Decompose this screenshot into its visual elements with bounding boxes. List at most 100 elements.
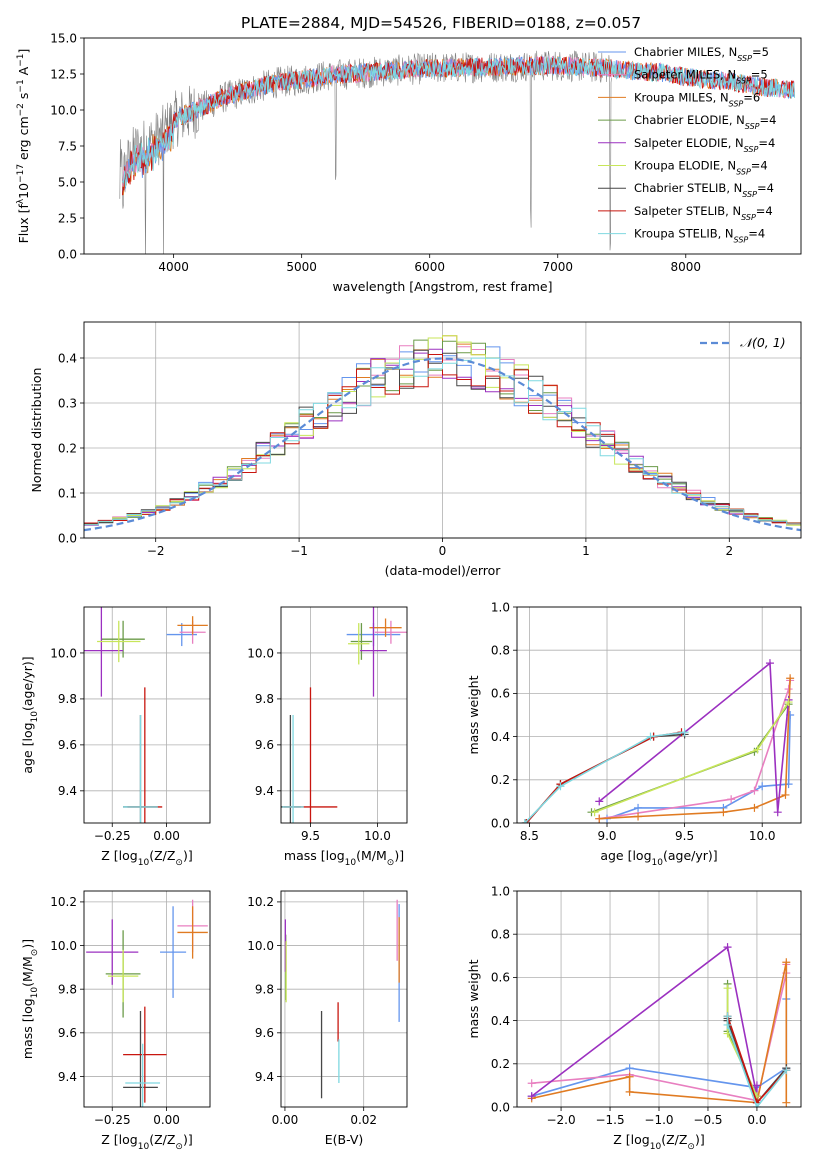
y-axis-label-part: −2 — [16, 103, 26, 116]
panel-age_vs_mass: 9.5 10.0 9.4 9.6 9.8 10.0 mass [log10(M/M⊙)] — [247, 606, 408, 868]
normal-curve — [84, 357, 801, 532]
weight-marker-kroupa_miles — [781, 790, 790, 799]
x-axis-label-part: age [log — [600, 848, 651, 863]
x-axis-label-part: (Z/Z — [661, 1132, 687, 1147]
y-tick-label: 10.0 — [50, 939, 77, 953]
weight-marker-salpeter_elodie — [723, 943, 732, 952]
x-tick-label: 0.02 — [350, 1113, 377, 1127]
x-tick-label: −1 — [290, 544, 308, 558]
x-axis-label: E(B-V) — [325, 1132, 364, 1147]
x-axis-label-part: Z [log — [101, 1132, 137, 1147]
y-tick-label: 9.8 — [58, 692, 77, 706]
axes-frame — [83, 606, 211, 824]
legend-entry-normal: 𝒩(0, 1) — [740, 335, 786, 350]
weight-marker-kroupa_elodie — [590, 808, 599, 817]
x-axis-label-part: (Z/Z — [149, 848, 175, 863]
panel-weights_vs_age: 8.5 9.0 9.5 10.0 0.0 0.2 0.4 0.6 0.8 1.0 age [log1… — [466, 600, 802, 868]
legend-text: Kroupa STELIB, N — [634, 227, 734, 241]
legend-text: =4 — [748, 227, 765, 241]
y-tick-label: 9.4 — [255, 1070, 274, 1084]
y-tick-label: 0.0 — [491, 816, 510, 830]
legend-text: =4 — [760, 113, 777, 127]
y-tick-label: 0.6 — [491, 971, 510, 985]
x-tick-label: 8.5 — [520, 829, 539, 843]
legend-text: Chabrier ELODIE, N — [634, 113, 745, 127]
weight-line-kroupa_stelib — [524, 731, 685, 823]
y-tick-label: 0.4 — [58, 351, 77, 365]
legend-text: Chabrier MILES, N — [634, 45, 737, 59]
legend-entry-chabrier_elodie: Chabrier ELODIE, NSSP=4 — [634, 113, 776, 131]
weight-marker-kroupa_elodie — [753, 745, 762, 754]
legend-subscript: SSP — [729, 99, 744, 108]
plot-area — [284, 899, 400, 1099]
panel-residuals: −2 −1 0 1 2 0.0 0.1 0.2 0.3 0.4 (data-model)/error… — [29, 321, 802, 578]
legend-text: Kroupa MILES, N — [634, 90, 729, 104]
weight-marker-kroupa_stelib — [520, 819, 529, 823]
y-axis-label-part: −1 — [16, 54, 26, 67]
weight-marker-kroupa_stelib — [752, 1103, 761, 1107]
y-tick-label: 9.6 — [255, 1026, 274, 1040]
panel-spectrum: 4000 5000 6000 7000 8000 0.0 2.5 5.0 7.5 10.0 12.5… — [16, 31, 802, 294]
x-axis-label: mass [log10(M/M⊙)] — [284, 848, 404, 868]
weight-marker-salpeter_miles — [527, 1079, 536, 1088]
plot-area — [84, 335, 801, 532]
plot-area — [520, 659, 795, 823]
y-tick-label: 10.2 — [50, 895, 77, 909]
legend-subscript: SSP — [744, 144, 759, 153]
y-axis-label-part: s — [16, 93, 31, 104]
x-axis-label-part: )] — [394, 848, 404, 863]
y-tick-label: 10.0 — [50, 646, 77, 660]
weight-marker-kroupa_miles — [625, 1087, 634, 1096]
y-tick-label: 9.4 — [58, 784, 77, 798]
legend-entry-kroupa_miles: Kroupa MILES, NSSP=6 — [634, 90, 760, 108]
y-tick-label: 9.6 — [58, 738, 77, 752]
y-tick-label: 0.6 — [491, 687, 510, 701]
axes-frame — [83, 890, 211, 1108]
weight-marker-kroupa_stelib — [782, 1066, 791, 1075]
legend-text: =4 — [751, 159, 768, 173]
y-tick-label: 0.0 — [491, 1100, 510, 1114]
model-spectrum-kroupa_stelib — [121, 56, 796, 187]
legend-subscript: SSP — [736, 167, 751, 176]
plot-area — [119, 50, 796, 254]
axes-frame — [516, 606, 802, 824]
y-axis-label-part: (M/M — [20, 956, 35, 987]
legend-text: Salpeter STELIB, N — [634, 204, 741, 218]
x-axis-label: wavelength [Angstrom, rest frame] — [332, 279, 552, 294]
figure-title: PLATE=2884, MJD=54526, FIBERID=0188, z=0… — [241, 14, 641, 32]
y-tick-label: 12.5 — [50, 67, 77, 81]
y-tick-label: 0.3 — [58, 396, 77, 410]
weight-marker-salpeter_elodie — [765, 659, 774, 668]
legend-text: Kroupa ELODIE, N — [634, 159, 736, 173]
x-axis-label: Z [log10(Z/Z⊙)] — [101, 1132, 192, 1152]
x-axis-label-part: Z [log — [613, 1132, 649, 1147]
x-tick-label: 8000 — [670, 260, 701, 274]
weight-marker-kroupa_miles — [786, 674, 795, 683]
x-axis-label-part: (Z/Z — [149, 1132, 175, 1147]
x-tick-label: 0.00 — [272, 1113, 299, 1127]
weight-line-chabrier_elodie — [726, 983, 758, 1097]
weight-marker-kroupa_miles — [782, 958, 791, 967]
legend-text: Salpeter ELODIE, N — [634, 136, 744, 150]
panel-mass_vs_Z: −0.25 0.009.49.69.810.010.2Z [log10(Z/Z⊙)… — [20, 890, 211, 1152]
x-tick-label: −1.0 — [644, 1113, 673, 1127]
y-axis-label-part: age [log — [20, 722, 35, 773]
y-tick-label: 7.5 — [58, 139, 77, 153]
y-tick-label: 0.2 — [58, 441, 77, 455]
weight-marker-salpeter_elodie — [527, 1092, 536, 1101]
weight-marker-kroupa_stelib — [646, 732, 655, 741]
y-tick-label: 0.0 — [58, 247, 77, 261]
y-axis-label: mass [log10(M/M⊙)] — [20, 939, 40, 1059]
x-axis-label: age [log10(age/yr)] — [600, 848, 717, 868]
y-tick-label: 10.2 — [247, 895, 274, 909]
y-tick-label: 0.2 — [491, 1057, 510, 1071]
x-tick-label: 10.0 — [749, 829, 776, 843]
y-tick-label: 5.0 — [58, 175, 77, 189]
y-axis-label-part: 10 — [30, 987, 40, 999]
legend-entry-salpeter_miles: Salpeter MILES, NSSP=5 — [634, 68, 768, 86]
weight-line-chabrier_miles — [606, 714, 791, 820]
legend-text: =4 — [758, 136, 775, 150]
x-axis-label-part: 10 — [138, 1142, 150, 1152]
legend-entry-chabrier_miles: Chabrier MILES, NSSP=5 — [634, 45, 769, 63]
